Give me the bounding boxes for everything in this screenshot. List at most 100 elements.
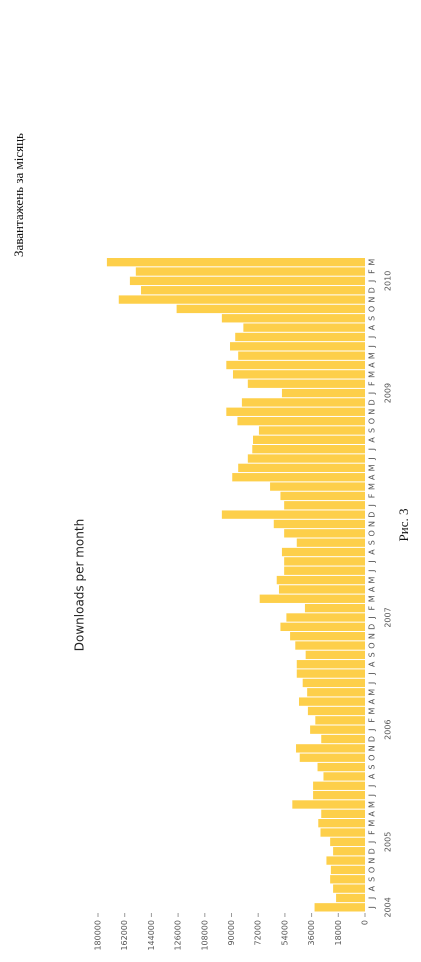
- x-tick-label: A: [368, 811, 377, 817]
- figure-caption: Рис. 3: [396, 509, 411, 542]
- x-tick-label: A: [368, 661, 377, 667]
- bar: [330, 865, 365, 875]
- y-tick-label: 126000: [174, 920, 183, 951]
- y-tick-label: 180000: [94, 920, 103, 951]
- x-tick-label: N: [368, 745, 377, 751]
- bar: [313, 781, 366, 790]
- y-tick-label: 54000: [280, 920, 289, 945]
- bar: [326, 856, 365, 865]
- x-tick-label: N: [368, 633, 377, 639]
- bar: [314, 903, 366, 912]
- year-label: 2004: [384, 897, 393, 917]
- bar: [238, 351, 365, 360]
- x-tick-label: M: [368, 820, 377, 827]
- bar: [296, 538, 365, 547]
- y-tick-label: 0: [361, 920, 370, 925]
- x-tick-label: J: [368, 336, 377, 339]
- x-tick-label: D: [368, 287, 377, 293]
- y-tick-label: 36000: [307, 920, 316, 945]
- x-tick-label: O: [368, 755, 377, 761]
- bar: [284, 566, 365, 575]
- bar: [273, 519, 365, 529]
- x-tick-label: J: [368, 672, 377, 675]
- bar: [315, 716, 365, 725]
- x-tick-label: J: [368, 785, 377, 788]
- bar: [321, 809, 366, 818]
- y-tick-label: 90000: [227, 920, 236, 945]
- bar: [226, 360, 365, 370]
- year-label: 2005: [384, 832, 393, 852]
- bar: [295, 641, 365, 650]
- x-tick-label: J: [368, 616, 377, 619]
- x-tick-label: M: [368, 483, 377, 490]
- bar: [336, 893, 366, 903]
- x-tick-label: J: [368, 345, 377, 348]
- bar: [284, 501, 365, 510]
- bar: [313, 790, 366, 800]
- x-tick-label: D: [368, 512, 377, 518]
- bar: [333, 884, 366, 893]
- x-tick-label: J: [368, 728, 377, 731]
- x-tick-label: A: [368, 885, 377, 891]
- bar: [320, 828, 365, 837]
- bar: [247, 379, 365, 388]
- x-tick-label: J: [368, 280, 377, 283]
- bar: [304, 603, 365, 613]
- bar: [252, 445, 365, 454]
- y-tick-label: 144000: [147, 920, 156, 951]
- bar: [323, 772, 366, 781]
- x-tick-label: O: [368, 530, 377, 536]
- x-tick-label: D: [368, 848, 377, 854]
- bar: [296, 669, 365, 678]
- bar: [232, 473, 365, 482]
- x-tick-label: O: [368, 418, 377, 424]
- bar: [333, 847, 366, 856]
- x-tick-label: M: [368, 259, 377, 266]
- x-tick-label: J: [368, 448, 377, 451]
- x-tick-label: J: [368, 841, 377, 844]
- bar: [270, 482, 366, 491]
- x-tick-label: N: [368, 858, 377, 864]
- bar: [307, 706, 365, 716]
- x-tick-label: F: [368, 718, 377, 723]
- x-tick-label: S: [368, 428, 377, 433]
- bar: [307, 688, 365, 697]
- x-tick-label: O: [368, 306, 377, 312]
- x-tick-label: A: [368, 549, 377, 555]
- y-tick-label: 108000: [200, 920, 209, 951]
- bar: [310, 725, 366, 734]
- bar: [281, 547, 365, 557]
- y-tick-label: 18000: [334, 920, 343, 945]
- x-tick-label: M: [368, 352, 377, 359]
- y-tick-label: 162000: [120, 920, 129, 951]
- year-label: 2006: [384, 719, 393, 739]
- x-tick-label: S: [368, 540, 377, 545]
- x-tick-label: J: [368, 392, 377, 395]
- x-tick-label: F: [368, 381, 377, 386]
- x-tick-label: F: [368, 493, 377, 498]
- year-label: 2009: [384, 383, 393, 403]
- x-tick-label: M: [368, 371, 377, 378]
- bar: [284, 557, 365, 566]
- bar: [280, 491, 366, 501]
- bar: [317, 762, 365, 772]
- bar: [330, 875, 365, 884]
- x-tick-label: J: [368, 504, 377, 507]
- x-tick-label: O: [368, 867, 377, 873]
- chart-title: Downloads per month: [73, 519, 87, 651]
- x-tick-label: O: [368, 642, 377, 648]
- bar: [221, 314, 365, 323]
- rotated-figure: Завантажень за місяць Downloads per mont…: [11, 133, 411, 951]
- x-tick-label: S: [368, 652, 377, 657]
- year-label: 2010: [384, 271, 393, 291]
- x-tick-label: A: [368, 324, 377, 330]
- bar: [278, 585, 366, 594]
- bar: [298, 697, 365, 706]
- bar: [226, 407, 365, 416]
- year-label: 2007: [384, 607, 393, 627]
- bar: [243, 323, 365, 332]
- y-tick-label: 72000: [254, 920, 263, 945]
- bar: [284, 529, 365, 538]
- x-tick-label: J: [368, 794, 377, 797]
- bar: [259, 594, 365, 603]
